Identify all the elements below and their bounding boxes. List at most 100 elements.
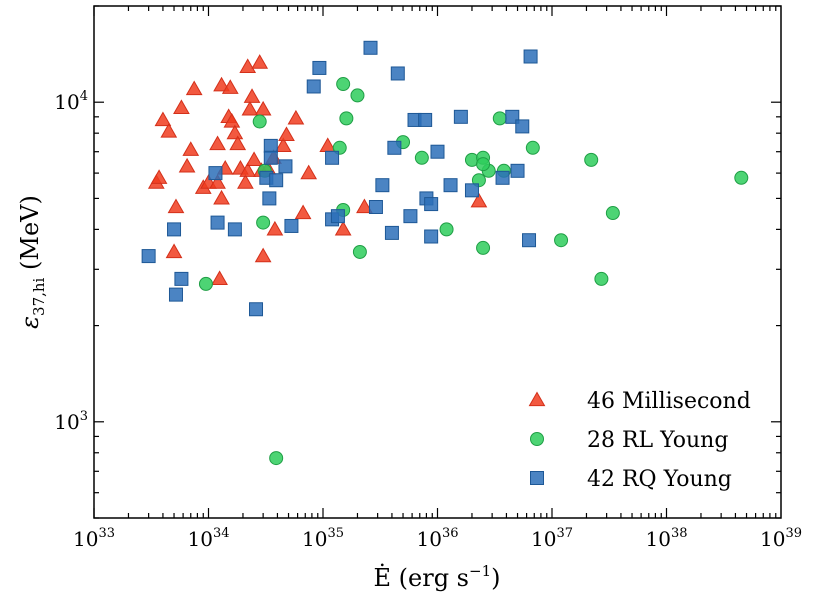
data-point-square: [312, 60, 327, 75]
data-point-square: [306, 79, 321, 94]
data-point-triangle: [274, 137, 292, 153]
data-points: [141, 40, 749, 466]
data-point-circle: [350, 88, 365, 103]
y-axis-label: ε37,hi (MeV): [16, 195, 48, 329]
data-point-triangle: [239, 162, 257, 177]
data-point-square: [523, 49, 538, 64]
data-point-square: [249, 302, 264, 317]
data-point-square: [443, 178, 458, 193]
data-point-triangle: [178, 157, 196, 173]
data-point-square: [263, 138, 278, 153]
data-point-square: [330, 209, 345, 224]
data-point-triangle: [173, 99, 190, 114]
data-point-square: [363, 40, 378, 55]
series-square: [141, 40, 538, 317]
data-point-triangle: [165, 243, 183, 259]
x-tick-label: 1034: [188, 526, 230, 551]
data-point-triangle: [266, 220, 284, 236]
data-point-triangle: [356, 198, 373, 214]
data-point-circle: [584, 152, 599, 167]
plot-frame: [93, 5, 782, 519]
data-point-square: [210, 215, 225, 230]
data-point-square: [278, 159, 293, 174]
data-point-triangle: [182, 141, 200, 156]
data-point-circle: [414, 150, 429, 165]
data-point-circle: [594, 271, 609, 286]
data-point-triangle: [278, 126, 295, 142]
data-point-square: [390, 66, 405, 81]
data-point-triangle: [241, 100, 259, 116]
data-point-square: [263, 150, 278, 165]
data-point-square: [424, 197, 439, 212]
legend-marker-triangle: [528, 391, 546, 407]
data-point-triangle: [185, 80, 203, 96]
svg-text:ε37,hi (MeV): ε37,hi (MeV): [16, 195, 48, 329]
series-triangle: [147, 54, 488, 286]
data-point-triangle: [470, 192, 488, 208]
legend-label: 46 Millisecond: [587, 389, 751, 414]
data-point-triangle: [237, 174, 254, 189]
x-tick-label: 1035: [302, 526, 344, 551]
data-point-triangle: [294, 204, 312, 220]
data-point-circle: [492, 111, 507, 126]
data-point-circle: [605, 206, 620, 221]
data-point-circle: [525, 140, 540, 155]
data-point-square: [424, 229, 439, 244]
data-point-triangle: [221, 79, 239, 94]
data-point-triangle: [209, 135, 226, 151]
data-point-square: [510, 163, 525, 178]
data-point-circle: [269, 451, 284, 466]
data-point-circle: [352, 244, 367, 259]
data-point-circle: [439, 222, 454, 237]
data-point-square: [208, 166, 223, 181]
x-axis-label: Ė (erg s−1): [374, 562, 501, 592]
data-point-square: [522, 233, 537, 248]
data-point-square: [515, 119, 530, 134]
x-tick-label: 1039: [760, 526, 802, 551]
x-tick-label: 1036: [417, 526, 459, 551]
data-point-triangle: [160, 122, 178, 138]
legend-marker-square: [530, 471, 544, 485]
data-point-triangle: [213, 189, 230, 205]
data-point-circle: [476, 240, 491, 255]
legend-label: 42 RQ Young: [587, 467, 732, 492]
data-point-triangle: [300, 164, 318, 180]
x-tick-label: 1038: [646, 526, 688, 551]
data-point-square: [464, 183, 479, 198]
data-point-square: [430, 144, 445, 159]
data-point-triangle: [239, 58, 257, 73]
data-point-square: [418, 112, 433, 127]
data-point-triangle: [287, 109, 305, 125]
series-circle: [198, 77, 749, 466]
y-tick-label: 103: [54, 409, 88, 434]
legend-marker-circle: [530, 432, 544, 446]
data-point-circle: [336, 77, 351, 92]
data-point-circle: [734, 170, 749, 185]
data-point-triangle: [254, 100, 272, 116]
data-point-circle: [339, 111, 354, 126]
data-point-square: [227, 222, 242, 237]
data-point-triangle: [150, 169, 168, 184]
data-point-circle: [554, 233, 569, 248]
data-point-triangle: [223, 113, 241, 128]
data-point-square: [325, 150, 340, 165]
legend-label: 28 RL Young: [587, 428, 728, 453]
data-point-square: [453, 109, 468, 124]
data-point-square: [495, 170, 510, 185]
data-point-circle: [198, 276, 213, 291]
data-point-square: [403, 209, 418, 224]
legend: 46 Millisecond 28 RL Young 42 RQ Young: [528, 389, 751, 492]
x-tick-label: 1037: [531, 526, 573, 551]
x-tick-label: 1033: [73, 526, 115, 551]
data-point-triangle: [251, 54, 269, 69]
data-point-square: [174, 271, 189, 286]
data-point-triangle: [229, 135, 247, 151]
data-point-triangle: [226, 124, 244, 140]
data-point-square: [141, 249, 156, 264]
data-point-triangle: [209, 174, 226, 189]
data-point-triangle: [254, 247, 272, 263]
data-point-triangle: [243, 88, 261, 103]
axis-ticks: 1033 1034 1035 1036 1037 1038 1039 103 104: [54, 5, 802, 551]
data-point-square: [168, 287, 183, 302]
